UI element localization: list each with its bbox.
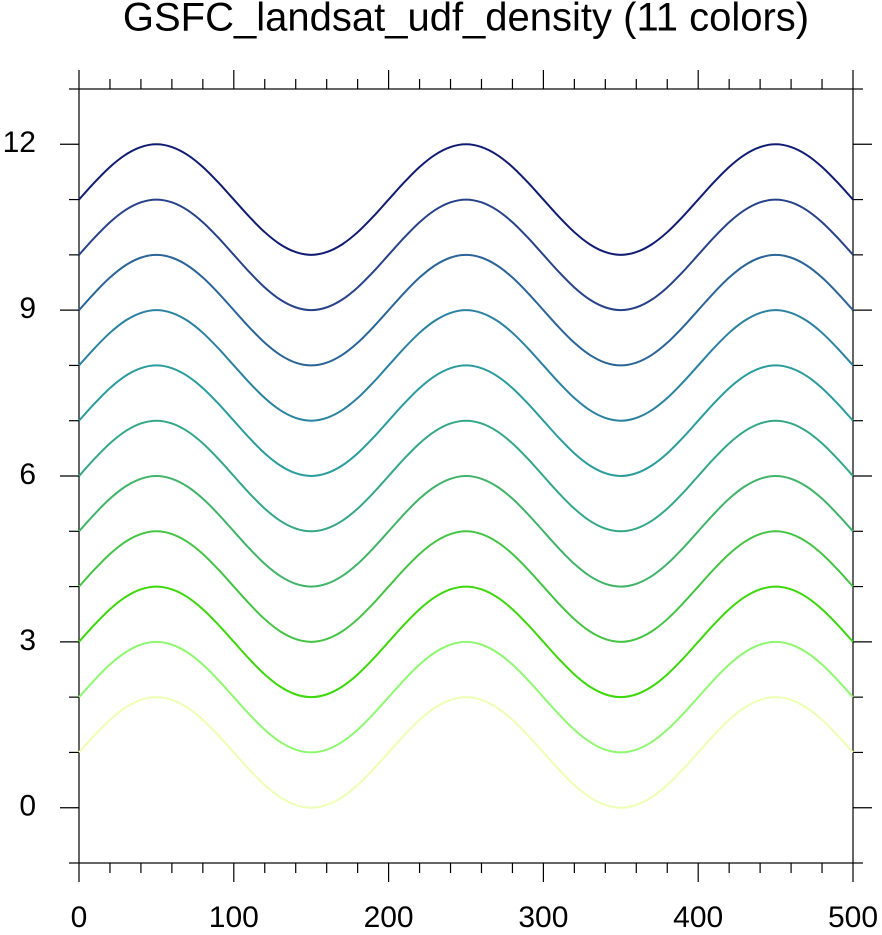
series-line [78,696,854,809]
series-line [78,198,854,312]
x-tick-label: 0 [71,901,88,934]
x-tick-label: 400 [673,901,723,934]
y-tick-label: 0 [19,790,36,823]
series-line [78,364,854,478]
y-tick-label: 3 [19,624,36,657]
series-line [78,253,854,367]
series-line [78,309,854,422]
x-tick-label: 300 [518,901,568,934]
series-line [78,585,854,699]
y-tick-label: 9 [19,292,36,325]
x-tick-label: 100 [209,901,259,934]
x-tick-label: 500 [828,901,878,934]
series-line [78,143,854,256]
x-tick-label: 200 [364,901,414,934]
series-line [78,419,854,533]
y-tick-label: 12 [3,126,36,159]
series-line [78,530,854,643]
series-line [78,640,854,754]
series-line [78,474,854,588]
y-tick-label: 6 [19,458,36,491]
chart-title: GSFC_landsat_udf_density (11 colors) [123,0,809,40]
